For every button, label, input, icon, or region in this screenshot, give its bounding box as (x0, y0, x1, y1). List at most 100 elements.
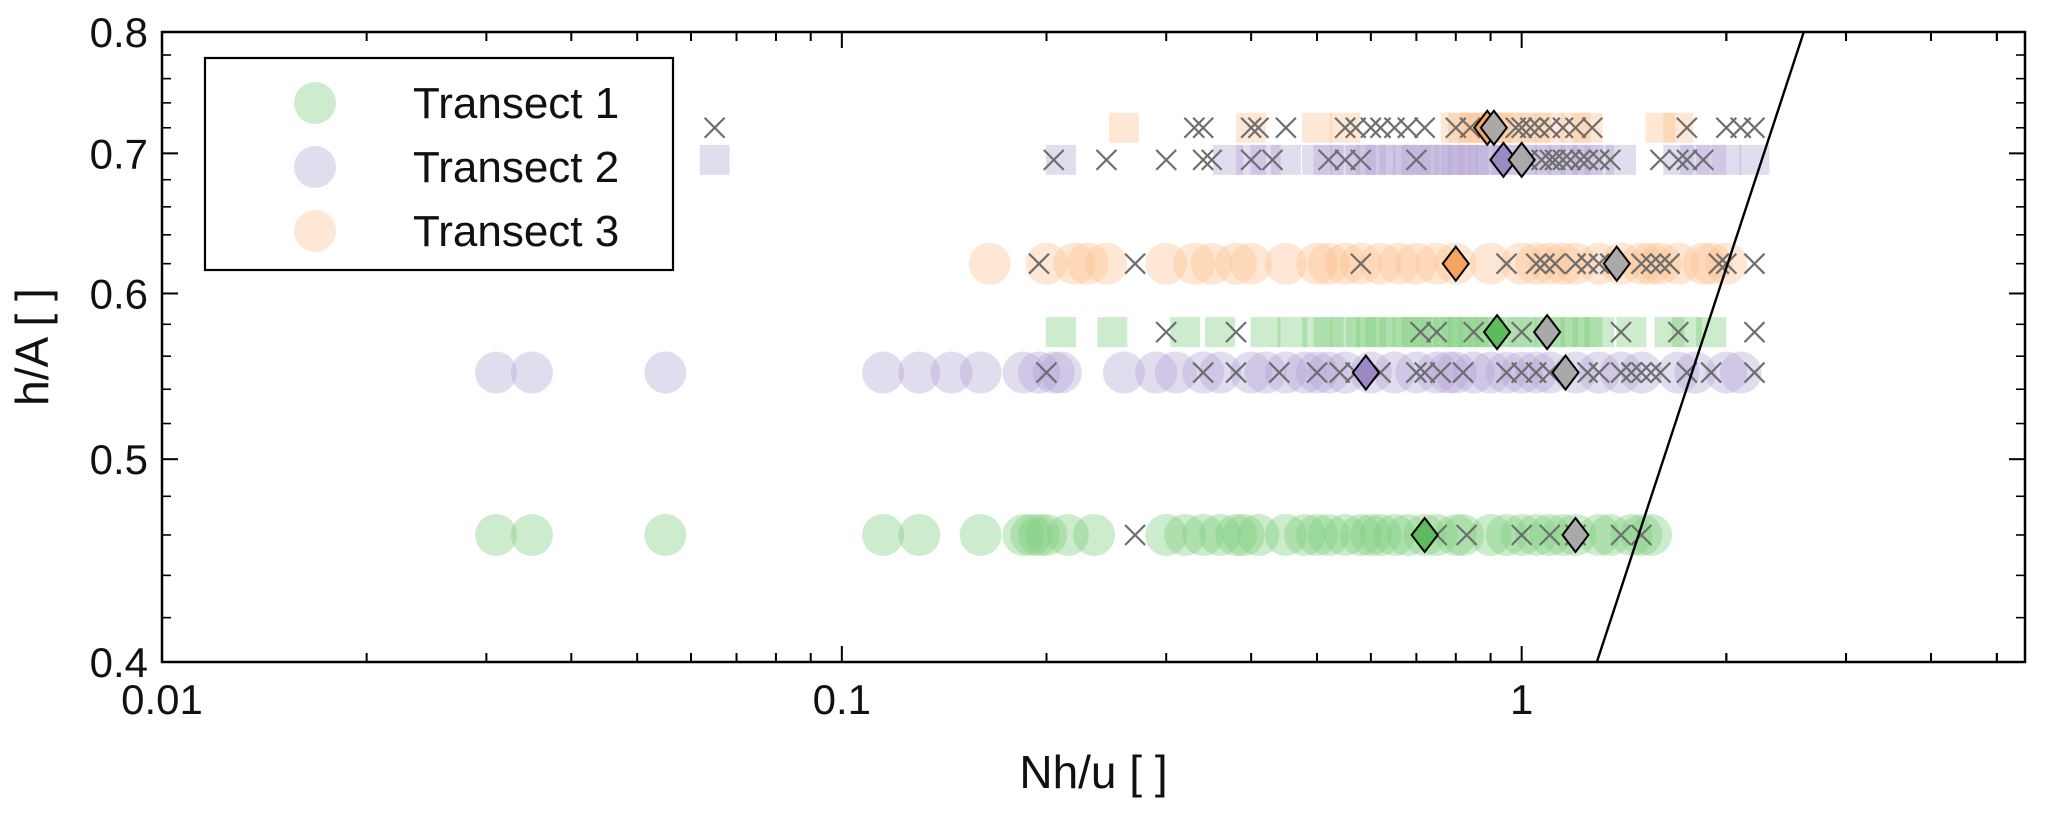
x-stroke (1743, 361, 1766, 384)
x-stroke (1155, 321, 1177, 343)
data-point-x (1743, 321, 1766, 343)
data-point-x (1519, 116, 1542, 139)
data-point-x (1610, 361, 1632, 384)
fit-line (1595, 32, 1805, 662)
data-point-circle (1066, 242, 1109, 285)
data-point-circle (1395, 242, 1438, 285)
data-point-diamond (1507, 141, 1536, 179)
data-point-x (1200, 149, 1223, 171)
data-point-x (1533, 252, 1556, 275)
data-point-x (1676, 116, 1698, 139)
legend-label: Transect 2 (413, 143, 619, 192)
data-point-x (1192, 149, 1214, 171)
data-point-square (1645, 112, 1676, 143)
data-point-x (1028, 252, 1050, 275)
data-point-square (1313, 317, 1344, 348)
data-point-x (1544, 252, 1566, 275)
data-point-x (1035, 361, 1058, 384)
x-stroke (1240, 116, 1262, 139)
data-point-x (1240, 149, 1262, 171)
legend-box (203, 56, 675, 272)
legend-label: Transect 1 (413, 79, 619, 128)
data-point-circle (1657, 242, 1700, 285)
data-point-x (1350, 149, 1372, 171)
data-point-circle (510, 513, 553, 556)
data-point-square (1379, 144, 1410, 175)
data-point-square (1560, 144, 1591, 175)
x-stroke (1317, 149, 1340, 171)
data-point-x (1409, 321, 1432, 343)
legend-marker (294, 82, 336, 124)
x-stroke (1405, 149, 1428, 171)
data-point-x (1676, 149, 1698, 171)
data-point-x (1525, 252, 1547, 275)
x-stroke (1328, 361, 1351, 384)
data-point-x (1510, 116, 1533, 139)
x-stroke (1225, 361, 1247, 384)
data-point-x (1425, 321, 1448, 343)
data-point-x (1155, 149, 1177, 171)
x-stroke (1667, 321, 1690, 343)
legend-marker (294, 210, 336, 252)
x-stroke (1225, 321, 1247, 343)
x-stroke (1095, 149, 1118, 171)
data-point-circle (1427, 351, 1470, 394)
x-stroke (1124, 252, 1146, 275)
x-stroke (1405, 361, 1428, 384)
data-point-square (1250, 144, 1281, 175)
data-point-square (1409, 144, 1440, 175)
data-point-x (1462, 321, 1485, 343)
x-stroke (1510, 116, 1533, 139)
legend: Transect 1 Transect 2 Transect 3 (203, 56, 675, 272)
data-point-x (1552, 149, 1574, 171)
data-point-circle (1199, 513, 1242, 556)
data-point-circle (1442, 513, 1485, 556)
x-stroke (1334, 149, 1356, 171)
data-point-circle (1244, 351, 1287, 394)
data-point-x (1667, 321, 1690, 343)
data-point-diamond (1551, 353, 1580, 392)
x-stroke (1429, 361, 1452, 384)
x-stroke (1533, 252, 1556, 275)
data-point-circle (1145, 242, 1188, 285)
x-stroke (1510, 524, 1533, 546)
data-point-square (1440, 144, 1471, 175)
data-point-x (1649, 149, 1672, 171)
data-point-circle (1230, 351, 1273, 394)
data-point-square (1448, 144, 1479, 175)
x-stroke (1028, 252, 1050, 275)
data-point-circle (1025, 242, 1068, 285)
data-point-circle (1452, 351, 1495, 394)
x-stroke (1268, 361, 1291, 384)
x-stroke (1700, 361, 1722, 384)
data-point-circle (1214, 242, 1257, 285)
data-point-circle (1578, 513, 1621, 556)
data-point-x (1640, 252, 1662, 275)
data-point-circle (1705, 351, 1748, 394)
data-point-circle (1324, 351, 1367, 394)
data-point-square (1433, 317, 1464, 348)
data-point-x (1334, 149, 1356, 171)
data-point-circle (644, 351, 687, 394)
x-stroke (1275, 116, 1297, 139)
data-point-circle (1386, 513, 1429, 556)
data-point-x (1649, 252, 1672, 275)
data-point-square (1330, 317, 1361, 348)
data-point-square (1365, 317, 1396, 348)
data-point-x (1510, 524, 1533, 546)
data-point-x (1576, 252, 1599, 275)
x-stroke (1559, 149, 1582, 171)
data-point-circle (1002, 513, 1045, 556)
y-axis-label: h/A [ ] (6, 288, 58, 406)
data-point-circle (862, 513, 905, 556)
data-point-square (1250, 317, 1281, 348)
data-point-square (1213, 144, 1244, 175)
x-stroke (1630, 524, 1653, 546)
legend-marker (294, 146, 336, 188)
data-point-square (1572, 112, 1603, 143)
data-point-square (1680, 144, 1711, 175)
data-point-circle (1154, 351, 1197, 394)
data-point-circle (1283, 351, 1326, 394)
x-stroke (1519, 116, 1542, 139)
x-stroke (1649, 252, 1672, 275)
